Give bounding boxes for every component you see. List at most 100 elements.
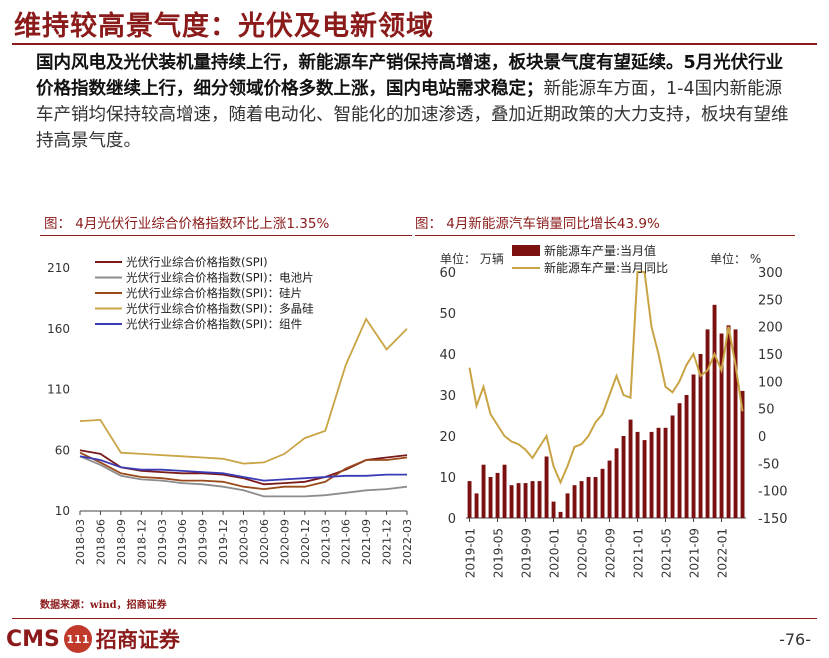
logo-badge-icon: 111 bbox=[63, 625, 92, 653]
chart2-bar bbox=[733, 329, 738, 518]
chart2-x-tick-label: 2020-01 bbox=[548, 528, 562, 578]
intro-bold-text: 国内风电及光伏装机量持续上行，新能源车产销保持高增速，板块景气度有望延续。5月光… bbox=[36, 53, 784, 99]
chart2-right-tick-label: -100 bbox=[758, 485, 788, 500]
chart1-x-tick-label: 2021-03 bbox=[319, 519, 332, 565]
chart1-y-tick-label: 60 bbox=[55, 443, 70, 457]
chart2-bar bbox=[502, 464, 507, 518]
chart2-left-tick-label: 60 bbox=[439, 266, 456, 281]
chart2-bar bbox=[537, 481, 542, 518]
slide-title: 维持较高景气度：光伏及电新领域 bbox=[14, 11, 434, 42]
chart2-bar bbox=[628, 419, 633, 518]
chart2-yoy-line bbox=[468, 271, 744, 486]
chart2-x-tick-label: 2021-01 bbox=[632, 528, 646, 578]
chart2-bar bbox=[670, 415, 675, 518]
chart2-bar bbox=[642, 440, 647, 518]
chart2-bar bbox=[495, 472, 500, 518]
chart2-title: 图： 4月新能源汽车销量同比增长43.9% bbox=[415, 216, 660, 232]
chart2-bar bbox=[698, 354, 703, 518]
chart2-right-tick-label: -150 bbox=[758, 512, 788, 527]
chart2-x-tick-label: 2019-01 bbox=[464, 528, 478, 578]
chart2-bar bbox=[593, 477, 598, 518]
chart2-right-tick-label: 0 bbox=[758, 430, 766, 445]
chart2-bar bbox=[663, 427, 668, 518]
intro-paragraph: 国内风电及光伏装机量持续上行，新能源车产销保持高增速，板块景气度有望延续。5月光… bbox=[36, 50, 796, 154]
data-source: 数据来源：wind，招商证券 bbox=[40, 600, 167, 611]
chart2-x-tick-label: 2020-05 bbox=[576, 528, 590, 578]
chart2-x-tick-label: 2019-05 bbox=[492, 528, 506, 578]
chart2-x-tick-label: 2020-09 bbox=[604, 528, 618, 578]
chart1-y-tick-label: 210 bbox=[47, 261, 70, 275]
chart2-bar bbox=[691, 374, 696, 518]
chart2-legend-label-line: 新能源车产量:当月同比 bbox=[544, 260, 668, 275]
intro-normal-text: 新能源车方面，1-4国内新能源车产销均保持较高增速，随着电动化、智能化的加速渗透… bbox=[36, 79, 789, 151]
chart1-x-tick-label: 2021-06 bbox=[340, 519, 353, 565]
chart1-y-tick-label: 10 bbox=[55, 504, 70, 518]
chart2-right-tick-label: 300 bbox=[758, 266, 783, 281]
chart2-right-tick-label: 50 bbox=[758, 403, 775, 418]
title-divider bbox=[12, 43, 817, 45]
chart1-x-tick-label: 2020-03 bbox=[238, 519, 251, 565]
chart2-x-tick-label: 2021-05 bbox=[660, 528, 674, 578]
chart1-x-tick-label: 2020-06 bbox=[258, 519, 271, 565]
chart1-y-tick-label: 160 bbox=[47, 322, 70, 336]
chart1-x-tick-label: 2018-03 bbox=[74, 519, 87, 565]
chart2-bar bbox=[614, 448, 619, 518]
chart2-bar bbox=[684, 395, 689, 518]
chart1-y-tick-label: 110 bbox=[47, 383, 70, 397]
footer-divider bbox=[12, 618, 817, 619]
chart1-x-tick-label: 2021-12 bbox=[381, 519, 394, 565]
chart2-left-tick-label: 40 bbox=[439, 348, 456, 363]
chart2-bar bbox=[530, 481, 535, 518]
chart2-left-tick-label: 10 bbox=[439, 471, 456, 486]
chart1-legend-label: 光伏行业综合价格指数(SPI) bbox=[126, 255, 268, 269]
chart1-x-tick-label: 2021-09 bbox=[360, 519, 373, 565]
chart1-x-tick-label: 2018-12 bbox=[135, 519, 148, 565]
chart2-legend-swatch-bar bbox=[512, 245, 540, 256]
chart2-bar bbox=[488, 477, 493, 518]
chart1-x-tick-label: 2022-03 bbox=[401, 519, 414, 565]
chart2-bar bbox=[607, 460, 612, 518]
chart1-x-tick-label: 2020-12 bbox=[299, 519, 312, 565]
chart2-bar bbox=[544, 456, 549, 518]
chart2-bar bbox=[572, 485, 577, 518]
chart2-bar bbox=[558, 511, 563, 518]
chart2-right-tick-label: 250 bbox=[758, 293, 783, 308]
chart2-bar bbox=[656, 427, 661, 518]
chart2-bar bbox=[467, 481, 472, 518]
logo-company-name: 招商证券 bbox=[95, 627, 180, 652]
chart1-series-line bbox=[79, 317, 408, 465]
chart2-bar bbox=[509, 485, 514, 518]
chart2-bar bbox=[705, 329, 710, 518]
chart2-left-tick-label: 50 bbox=[439, 307, 456, 322]
chart2-bar bbox=[600, 468, 605, 518]
chart1-x-tick-label: 2019-03 bbox=[156, 519, 169, 565]
chart2-bar bbox=[551, 501, 556, 518]
chart2-left-tick-label: 20 bbox=[439, 430, 456, 445]
chart1-legend-label: 光伏行业综合价格指数(SPI)：组件 bbox=[126, 317, 302, 331]
chart2-right-unit: 单位： % bbox=[710, 251, 761, 266]
chart1-x-tick-label: 2018-06 bbox=[94, 519, 107, 565]
chart2-bar bbox=[586, 477, 591, 518]
chart1-legend-label: 光伏行业综合价格指数(SPI)：电池片 bbox=[126, 271, 314, 285]
chart2-right-tick-label: 150 bbox=[758, 348, 783, 363]
logo-cms-text: CMS bbox=[6, 626, 60, 652]
page-number: -76- bbox=[779, 630, 811, 649]
chart1-x-tick-label: 2020-09 bbox=[278, 519, 291, 565]
chart1-series-line bbox=[79, 455, 408, 498]
chart1-x-tick-label: 2019-09 bbox=[197, 519, 210, 565]
chart2-bar bbox=[677, 403, 682, 518]
chart2-x-tick-label: 2021-09 bbox=[688, 528, 702, 578]
chart1-series-line bbox=[79, 449, 408, 486]
chart2-x-tick-label: 2019-09 bbox=[520, 528, 534, 578]
chart2-right-tick-label: -50 bbox=[758, 457, 779, 472]
chart2-bar bbox=[712, 304, 717, 518]
chart2-bar bbox=[523, 483, 528, 518]
chart1-legend-label: 光伏行业综合价格指数(SPI)：硅片 bbox=[126, 286, 302, 300]
chart2-left-tick-label: 30 bbox=[439, 389, 456, 404]
chart1-title-rule bbox=[40, 235, 412, 236]
chart2-left-tick-label: 0 bbox=[448, 512, 456, 527]
chart2-left-unit: 单位： 万辆 bbox=[440, 251, 504, 266]
chart2-bar bbox=[481, 464, 486, 518]
chart2-bar bbox=[579, 481, 584, 518]
